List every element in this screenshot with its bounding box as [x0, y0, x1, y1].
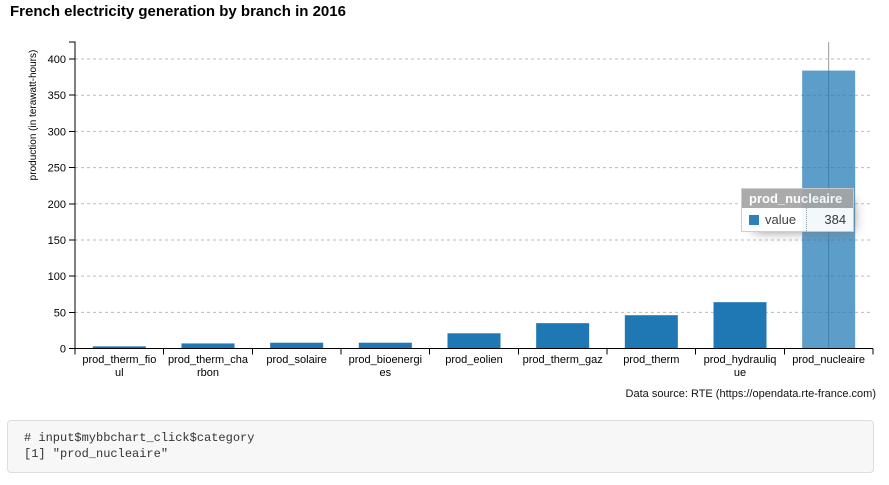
console-line-comment: # input$mybbchart_click$category	[24, 431, 255, 445]
x-tick-label: prod_solaire	[266, 354, 327, 366]
bar-prod_bioenergies[interactable]	[358, 342, 412, 349]
y-tick-label: 350	[48, 90, 66, 102]
data-source-caption: Data source: RTE (https://opendata.rte-f…	[625, 388, 876, 400]
y-tick-label: 250	[48, 163, 66, 175]
x-tick-label: prod_bioenergi es	[349, 354, 422, 379]
y-tick-label: 200	[48, 199, 66, 211]
x-tick-label: prod_therm_cha rbon	[168, 354, 249, 379]
tooltip-title: prod_nucleaire	[742, 189, 854, 208]
tooltip-name-cell: value	[742, 208, 806, 231]
y-tick-label: 300	[48, 126, 66, 138]
y-gridlines	[75, 58, 873, 313]
bar-prod_therm[interactable]	[624, 315, 678, 349]
y-tick-label: 50	[54, 307, 66, 319]
console-output: # input$mybbchart_click$category [1] "pro…	[7, 420, 874, 473]
y-axis-title: production (in terawatt-hours)	[28, 50, 39, 181]
y-tick-label: 150	[48, 235, 66, 247]
tooltip-value: 384	[806, 208, 853, 231]
bar-prod_hydraulique[interactable]	[713, 302, 767, 349]
y-tick-label: 400	[48, 54, 66, 66]
y-tick-label: 100	[48, 271, 66, 283]
chart-tooltip: prod_nucleaire value 384	[741, 188, 855, 232]
x-tick-label: prod_therm_gaz	[523, 354, 603, 366]
console-line-result: [1] "prod_nucleaire"	[24, 447, 169, 461]
tooltip-series-name: value	[765, 212, 797, 227]
bar-chart: 0 50 100 150 200 250 300 350 400 prod_therm_fio ul…	[28, 41, 874, 379]
axes: 0 50 100 150 200 250 300 350 400 prod_therm_fio ul…	[48, 41, 874, 379]
page-title: French electricity generation by branch …	[10, 3, 346, 20]
x-tick-label: prod_hydrauliq ue	[704, 354, 777, 379]
axis-line	[69, 41, 873, 349]
y-tick-label: 0	[60, 344, 66, 356]
bar-prod_eolien[interactable]	[447, 333, 501, 349]
x-tick-label: prod_nucleaire	[792, 354, 865, 366]
bar-prod_therm_charbon[interactable]	[181, 343, 235, 349]
x-tick-label: prod_therm_fio ul	[82, 354, 156, 379]
bar-prod_solaire[interactable]	[270, 342, 324, 349]
series-swatch-icon	[749, 214, 759, 225]
bar-prod_therm_fioul[interactable]	[92, 346, 146, 349]
x-tick-label: prod_eolien	[445, 354, 503, 366]
x-tick-label: prod_therm	[623, 354, 679, 366]
tooltip-row: value 384	[742, 208, 854, 231]
bar-prod_therm_gaz[interactable]	[536, 323, 590, 349]
